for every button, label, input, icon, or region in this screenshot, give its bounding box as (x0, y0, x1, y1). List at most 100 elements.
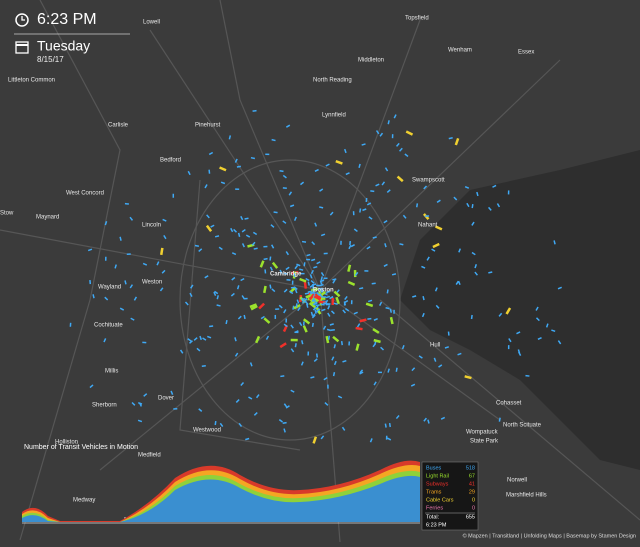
vehicle (271, 244, 275, 249)
vehicle (179, 349, 184, 354)
vehicle (368, 216, 373, 220)
vehicle (299, 277, 307, 283)
vehicle (160, 247, 164, 256)
vehicle (216, 295, 219, 300)
vehicle (255, 394, 260, 399)
vehicle (198, 248, 203, 253)
vehicle (290, 324, 294, 329)
vehicle (163, 235, 167, 240)
place-label: Wenham (448, 48, 472, 54)
vehicle (282, 421, 287, 425)
vehicle (293, 272, 296, 278)
vehicle (290, 338, 298, 342)
place-label: North Reading (313, 78, 352, 84)
vehicle (316, 308, 321, 312)
vehicle (263, 285, 267, 294)
vehicle (404, 153, 409, 158)
vehicle (321, 288, 323, 293)
vehicle (395, 142, 400, 147)
vehicle (557, 286, 562, 290)
vehicle (124, 280, 127, 285)
vehicle (290, 348, 295, 353)
legend-count: 0 (472, 497, 475, 503)
vehicle (315, 305, 319, 310)
vehicle (365, 197, 368, 203)
place-label: Sherborn (92, 403, 117, 409)
vehicle (474, 264, 478, 269)
vehicle (290, 286, 296, 289)
vehicle (253, 247, 258, 250)
vehicle (193, 337, 198, 341)
attribution: © Mapzen | Transitland | Unfolding Maps … (463, 532, 636, 539)
place-label: Lynnfield (322, 113, 346, 119)
vehicle (393, 114, 397, 119)
vehicle (312, 306, 317, 311)
place-label: Lincoln (142, 223, 161, 229)
vehicle (505, 307, 512, 315)
vehicle (190, 284, 194, 289)
vehicle (344, 299, 349, 304)
vehicle (263, 257, 268, 261)
vehicle (488, 206, 492, 211)
vehicle (395, 415, 400, 420)
vehicle (551, 329, 556, 333)
place-label: Essex (518, 50, 534, 56)
vehicle (170, 390, 174, 395)
vehicle (391, 273, 397, 276)
vehicle (319, 280, 323, 285)
vehicle (517, 349, 521, 354)
vehicle (278, 419, 283, 423)
place-label: Millis (105, 369, 118, 375)
vehicle (245, 437, 250, 441)
vehicle (379, 301, 383, 306)
vehicle (433, 357, 437, 362)
legend-label: Light Rail (426, 473, 449, 479)
vehicle (370, 190, 375, 193)
vehicle (252, 231, 258, 236)
vehicle (307, 281, 310, 286)
place-label: Cambridge (270, 272, 302, 278)
vehicle (371, 282, 376, 285)
vehicle (263, 317, 271, 324)
vehicle (435, 304, 440, 309)
vehicle (301, 298, 306, 300)
vehicle (248, 396, 253, 400)
place-label: Bedford (160, 158, 181, 164)
vehicle (255, 335, 261, 344)
vehicle (279, 269, 283, 274)
vehicle (372, 343, 377, 348)
vehicle (416, 203, 419, 208)
vehicle (225, 319, 228, 325)
vehicle (237, 315, 242, 320)
vehicle (333, 344, 336, 349)
vehicle (133, 296, 138, 301)
vehicle (525, 374, 530, 377)
vehicle (325, 335, 330, 344)
vehicle (327, 335, 330, 340)
vehicle (326, 328, 332, 332)
vehicle (329, 211, 334, 216)
vehicle (280, 375, 285, 378)
vehicle (309, 284, 314, 288)
vehicle (391, 134, 394, 139)
vehicle (488, 271, 493, 274)
vehicle (204, 184, 208, 189)
vehicle (405, 130, 414, 136)
vehicle (234, 337, 237, 342)
vehicle (387, 368, 390, 373)
vehicle (350, 243, 355, 248)
vehicle (302, 321, 305, 326)
vehicle (271, 261, 279, 269)
place-label: Medfield (138, 453, 161, 459)
vehicle (130, 317, 135, 321)
vehicle (241, 243, 245, 248)
vehicle (271, 138, 276, 142)
vehicle (384, 423, 387, 428)
vehicle (306, 253, 311, 257)
vehicle (448, 136, 453, 140)
vehicle (349, 240, 352, 246)
vehicle (302, 325, 308, 333)
vehicle (435, 225, 443, 231)
vehicle (104, 221, 108, 226)
vehicle (258, 302, 265, 310)
